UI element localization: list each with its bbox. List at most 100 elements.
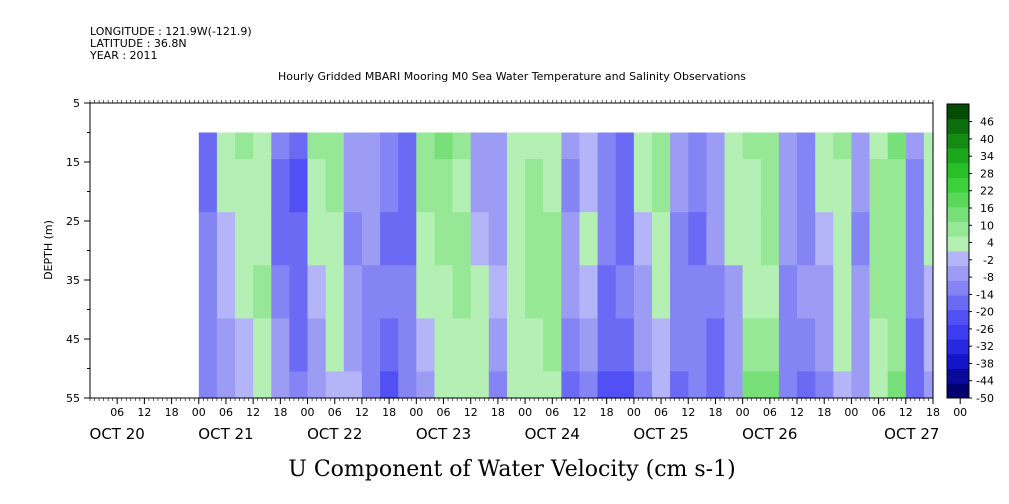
colorbar-band <box>947 280 969 296</box>
heatmap-cell <box>923 212 934 266</box>
x-tick-label: 06 <box>654 406 668 419</box>
colorbar-band <box>947 368 969 384</box>
colorbar-frame <box>946 103 970 399</box>
heatmap-cell <box>343 132 363 160</box>
heatmap-cell <box>434 159 454 213</box>
heatmap-cell <box>851 132 871 160</box>
colorbar-tick-label: 10 <box>980 219 994 232</box>
heatmap-cell <box>688 212 707 266</box>
x-tick-label: 00 <box>409 406 423 419</box>
heatmap-cell <box>289 159 309 213</box>
x-tick-label: 12 <box>790 406 804 419</box>
heatmap-cell <box>380 212 399 266</box>
heatmap-cell <box>706 318 726 373</box>
heatmap-cell <box>307 159 327 213</box>
heatmap-cell <box>507 318 526 373</box>
heatmap-cell <box>361 132 381 160</box>
colorbar-band <box>947 118 969 134</box>
heatmap-cell <box>797 132 816 160</box>
heatmap-cell <box>289 371 309 399</box>
heatmap-cell <box>434 318 454 373</box>
x-tick-label: 00 <box>844 406 858 419</box>
colorbar-band <box>947 309 969 325</box>
heatmap-cell <box>869 132 889 160</box>
heatmap-cell <box>452 159 472 213</box>
heatmap-cell <box>198 318 218 373</box>
heatmap-cell <box>271 132 290 160</box>
heatmap-cell <box>706 265 726 319</box>
colorbar-band <box>947 353 969 369</box>
heatmap-cell <box>579 265 599 319</box>
heatmap-cell <box>706 371 726 399</box>
heatmap-cell <box>380 159 399 213</box>
heatmap-cell <box>525 159 544 213</box>
heatmap-cell <box>216 132 236 160</box>
x-day-label: OCT 23 <box>416 425 471 443</box>
heatmap-cell <box>760 132 780 160</box>
heatmap-cell <box>470 212 490 266</box>
colorbar-band <box>947 221 969 237</box>
y-tick-label: 55 <box>66 392 80 405</box>
heatmap-cell <box>579 371 599 399</box>
heatmap-cell <box>235 212 254 266</box>
heatmap-cell <box>688 371 707 399</box>
heatmap-cell <box>923 371 934 399</box>
heatmap-cell <box>361 212 381 266</box>
colorbar-band <box>947 295 969 311</box>
heatmap-cell <box>416 159 435 213</box>
x-axis: 06 12 18 00 06 12 18 00 06 12 18 00 06 12 18 00 06 12 18 00… <box>90 398 967 443</box>
chart-title: Hourly Gridded MBARI Mooring M0 Sea Wate… <box>278 70 746 83</box>
heatmap-cell <box>271 265 290 319</box>
heatmap-cell <box>398 132 417 160</box>
heatmap-cell <box>724 212 744 266</box>
heatmap-cell <box>525 212 544 266</box>
heatmap-cell <box>724 159 744 213</box>
heatmap-cell <box>887 265 907 319</box>
heatmap-cell <box>905 318 925 373</box>
heatmap-cell <box>815 159 834 213</box>
heatmap-cell <box>778 159 798 213</box>
x-tick-label: 18 <box>600 406 614 419</box>
heatmap-cell <box>905 212 925 266</box>
heatmap-cell <box>797 371 816 399</box>
heatmap-cell <box>198 212 218 266</box>
heatmap-cell <box>851 159 871 213</box>
heatmap-cell <box>325 318 345 373</box>
heatmap-cell <box>833 212 852 266</box>
heatmap-cell <box>670 371 689 399</box>
heatmap-cell <box>543 159 562 213</box>
heatmap-cell <box>507 265 526 319</box>
heatmap-cell <box>615 371 635 399</box>
heatmap-cell <box>507 132 526 160</box>
year-label: YEAR : 2011 <box>89 49 158 62</box>
colorbar-band <box>947 339 969 355</box>
heatmap-cell <box>724 371 744 399</box>
heatmap-cell <box>416 265 435 319</box>
heatmap-cell <box>561 212 581 266</box>
x-tick-label: 12 <box>681 406 695 419</box>
heatmap-cell <box>869 318 889 373</box>
heatmap-cell <box>905 265 925 319</box>
heatmap-cell <box>434 371 454 399</box>
x-day-label: OCT 26 <box>742 425 797 443</box>
heatmap-cell <box>235 265 254 319</box>
longitude-label: LONGITUDE : 121.9W(-121.9) <box>90 25 252 38</box>
heatmap-cell <box>797 212 816 266</box>
x-tick-label: 06 <box>437 406 451 419</box>
heatmap-cell <box>434 265 454 319</box>
x-tick-label: 18 <box>708 406 722 419</box>
heatmap-cell <box>343 265 363 319</box>
heatmap-cell <box>742 318 762 373</box>
heatmap-cell <box>507 212 526 266</box>
heatmap-cell <box>597 132 617 160</box>
colorbar-tick-label: -38 <box>976 358 994 371</box>
heatmap-cell <box>778 318 798 373</box>
heatmap-cell <box>869 212 889 266</box>
heatmap-cell <box>923 132 934 160</box>
heatmap-cell <box>597 265 617 319</box>
heatmap-cell <box>561 132 581 160</box>
heatmap-cell <box>760 212 780 266</box>
heatmap-cell <box>198 159 218 213</box>
heatmap-cell <box>833 132 852 160</box>
